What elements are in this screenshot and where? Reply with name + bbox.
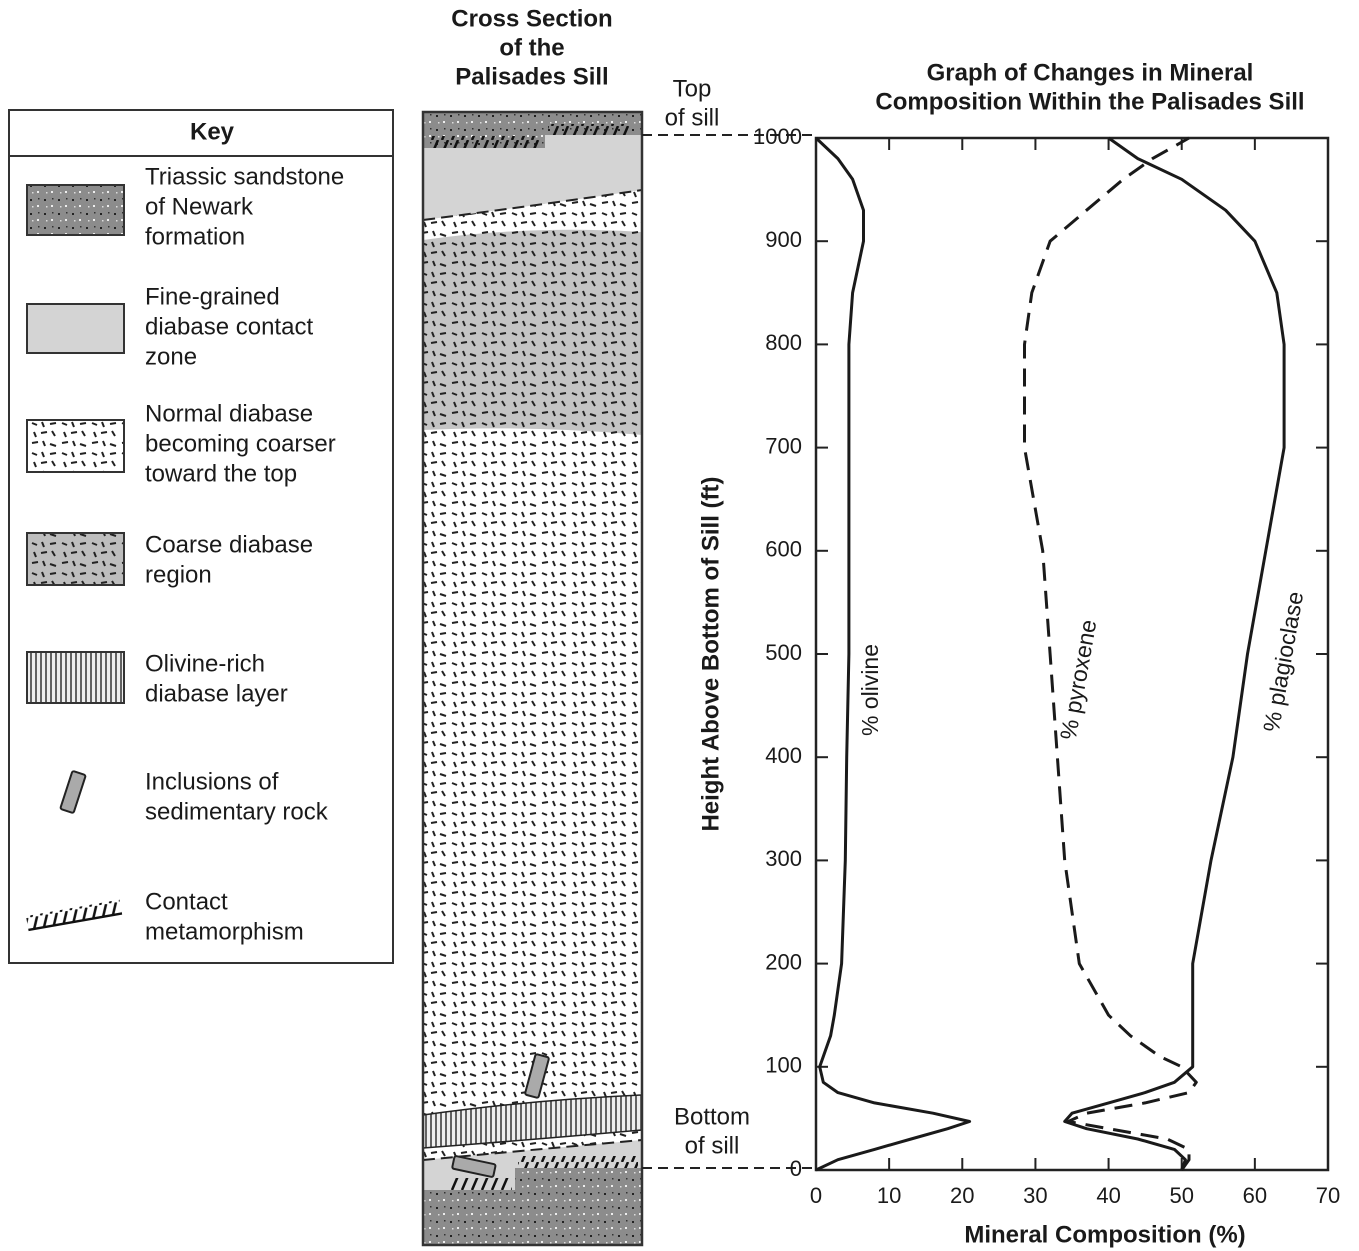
y-tick-label: 500 [765, 640, 802, 665]
key-label: Contact [145, 888, 228, 915]
key-label: Olivine-rich [145, 650, 265, 677]
cross-section-title: Cross Section [451, 5, 612, 32]
bottom-label: Bottom [674, 1103, 750, 1130]
chart-title: Composition Within the Palisades Sill [875, 88, 1304, 115]
key-label: becoming coarser [145, 430, 336, 457]
series-line [816, 138, 970, 1170]
key-label: sedimentary rock [145, 798, 329, 825]
series-label: % olivine [857, 644, 883, 736]
key-label: Fine-grained [145, 283, 280, 310]
key-label: zone [145, 343, 197, 370]
x-tick-label: 0 [810, 1183, 822, 1208]
chart-title: Graph of Changes in Mineral [927, 59, 1254, 86]
figure: Key Triassic sandstone of Newark formation… [0, 0, 1359, 1251]
key-title: Key [190, 118, 235, 145]
series-label: % pyroxene [1055, 618, 1102, 742]
lower-hatch [518, 1156, 638, 1168]
swatch-contact-zone [27, 304, 124, 353]
top-label: of sill [665, 104, 720, 131]
key-label: region [145, 561, 212, 588]
y-tick-label: 700 [765, 433, 802, 458]
key-label: of Newark [145, 193, 254, 220]
key-label: Coarse diabase [145, 531, 313, 558]
swatch-normal-diabase [27, 420, 124, 472]
key-label: toward the top [145, 460, 297, 487]
x-tick-label: 30 [1023, 1183, 1047, 1208]
upper-hatch [430, 136, 540, 148]
x-tick-label: 20 [950, 1183, 974, 1208]
key-label: formation [145, 223, 245, 250]
cross-section-title: Palisades Sill [455, 63, 608, 90]
y-axis-label: Height Above Bottom of Sill (ft) [697, 476, 724, 831]
x-tick-label: 60 [1243, 1183, 1267, 1208]
y-tick-label: 900 [765, 227, 802, 252]
upper-hatch [548, 124, 630, 135]
series-line [1025, 138, 1197, 1170]
key-label: diabase contact [145, 313, 313, 340]
x-tick-label: 50 [1169, 1183, 1193, 1208]
x-tick-label: 40 [1096, 1183, 1120, 1208]
swatch-coarse-diabase [27, 533, 124, 585]
swatch-sandstone [27, 185, 124, 235]
key-label: Normal diabase [145, 400, 313, 427]
y-tick-label: 800 [765, 330, 802, 355]
key-label: diabase layer [145, 680, 288, 707]
x-tick-label: 10 [877, 1183, 901, 1208]
key-label: Triassic sandstone [145, 163, 344, 190]
top-label: Top [673, 75, 712, 102]
lower-hatch [450, 1178, 512, 1190]
key-label: Inclusions of [145, 768, 279, 795]
cross-section-title: of the [499, 34, 564, 61]
y-tick-label: 400 [765, 743, 802, 768]
coarse-region [423, 230, 642, 435]
y-tick-label: 0 [790, 1156, 802, 1181]
x-tick-label: 70 [1316, 1183, 1340, 1208]
y-tick-label: 200 [765, 949, 802, 974]
bottom-label: of sill [685, 1132, 740, 1159]
series-label: % plagioclase [1258, 590, 1308, 734]
y-tick-label: 100 [765, 1053, 802, 1078]
key-label: metamorphism [145, 918, 304, 945]
series-line [1065, 138, 1284, 1170]
x-axis-label: Mineral Composition (%) [964, 1221, 1245, 1248]
cross-section [423, 112, 816, 1245]
y-tick-label: 300 [765, 846, 802, 871]
swatch-olivine-layer [27, 652, 124, 703]
y-tick-label: 1000 [753, 124, 802, 149]
y-tick-label: 600 [765, 537, 802, 562]
